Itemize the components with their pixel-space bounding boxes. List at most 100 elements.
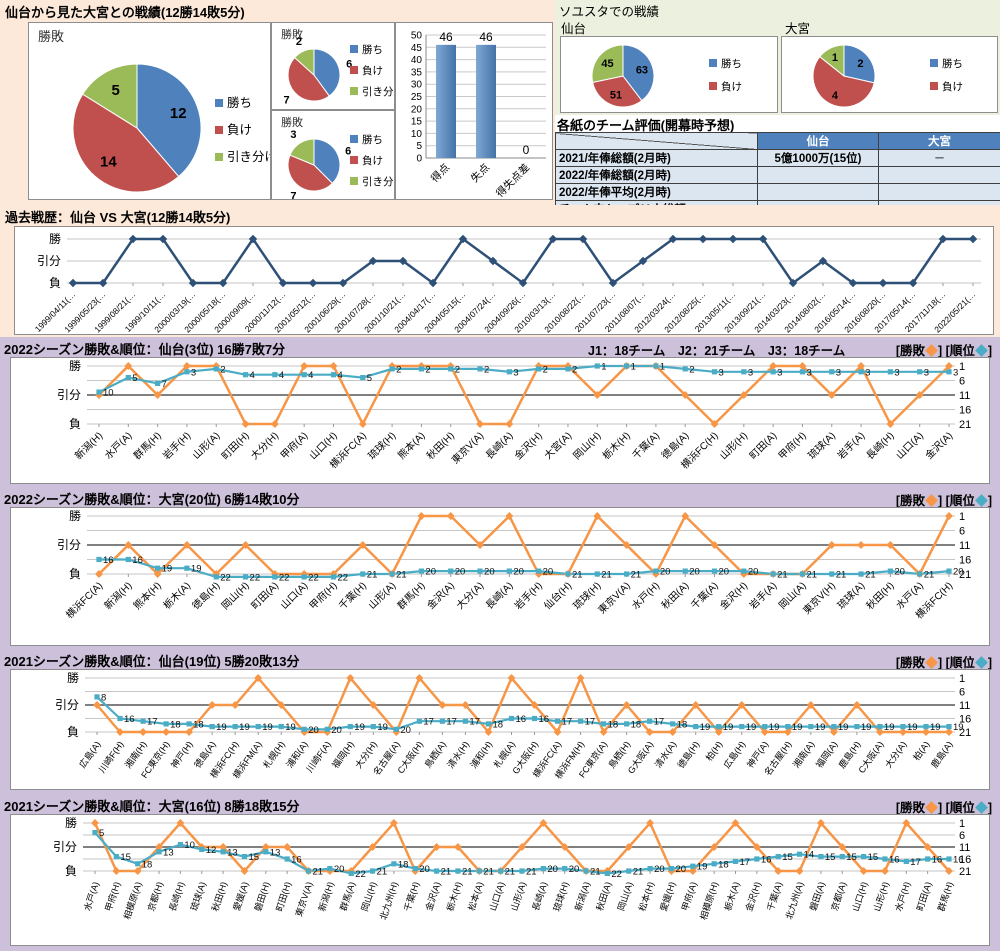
rank-point bbox=[946, 568, 952, 574]
x-axis-label: 秋田(H) bbox=[209, 880, 229, 912]
x-axis-label: 甲府(H) bbox=[775, 429, 808, 462]
rank-point bbox=[946, 724, 952, 730]
small-pie-panel-top: 勝敗 6 7 2 勝ち負け引き分け bbox=[271, 22, 395, 110]
x-axis-label: 町田(A) bbox=[748, 430, 779, 461]
rank-point bbox=[716, 724, 722, 730]
rank-point bbox=[360, 375, 366, 381]
season_2022_omiya-chart: 16111621勝引分負横浜FC(A)新潟(H)熊本(H)栃木(A)徳島(H)岡… bbox=[57, 508, 971, 622]
rank-value-label: 21 bbox=[631, 570, 642, 581]
x-axis-label: 熊本(H) bbox=[131, 579, 164, 612]
x-axis-label: 福岡(H) bbox=[329, 739, 356, 770]
rank-marker-icon bbox=[974, 494, 988, 507]
rank-point bbox=[96, 389, 102, 395]
season-header: 2022シーズン勝敗&順位：大宮(20位) 6勝14敗10分 [勝敗] [順位] bbox=[0, 487, 1000, 508]
x-axis-label: 岩手(H) bbox=[160, 429, 193, 462]
rank-value-label: 10 bbox=[184, 840, 195, 851]
rank-value-label: 4 bbox=[279, 370, 284, 381]
rank-point bbox=[242, 574, 249, 580]
rank-value-label: 21 bbox=[313, 867, 324, 878]
x-axis-label: 山形(A) bbox=[366, 580, 398, 612]
x-axis-label: 栃木(A) bbox=[722, 880, 742, 912]
rank-value-label: 13 bbox=[270, 847, 281, 858]
rank-point bbox=[278, 724, 284, 730]
rank-value-label: 16 bbox=[291, 855, 302, 866]
rank-value-label: 21 bbox=[441, 867, 452, 878]
rank-point bbox=[209, 724, 215, 730]
rank-value-label: 21 bbox=[483, 867, 494, 878]
rank-value-label: 20 bbox=[660, 567, 671, 578]
ratings-table-title: 各紙のチーム評価(開幕時予想) bbox=[557, 118, 735, 133]
rank-point bbox=[125, 556, 131, 563]
rank-point bbox=[391, 861, 397, 867]
rank-marker-icon bbox=[974, 656, 988, 669]
rank-value-label: 15 bbox=[868, 852, 879, 863]
rank-value-label: 17 bbox=[740, 857, 751, 868]
x-axis-label: 長崎(H) bbox=[166, 880, 186, 912]
rank-point bbox=[623, 571, 630, 577]
legend-label: 勝ち bbox=[362, 133, 383, 146]
rank-value-label: 21 bbox=[806, 570, 817, 581]
y-axis-tick-label: 45 bbox=[411, 43, 423, 54]
rank-point bbox=[858, 369, 864, 375]
rank-value-label: 3 bbox=[865, 367, 870, 378]
rank-value-label: 1 bbox=[601, 362, 606, 373]
x-axis-label: 仙台(H) bbox=[541, 579, 574, 612]
rank-value-label: 21 bbox=[924, 570, 935, 581]
rank-value-label: 8 bbox=[101, 692, 106, 703]
legend-label: 負け bbox=[721, 81, 742, 93]
pie-slice-勝ち bbox=[313, 138, 341, 185]
rank-value-label: 3 bbox=[777, 367, 782, 378]
x-axis-label: 大分(A) bbox=[453, 579, 486, 612]
rank-point bbox=[506, 369, 512, 375]
rank-point bbox=[762, 724, 768, 730]
season-title: 2022シーズン勝敗&順位：仙台(3位) 16勝7敗7分 bbox=[4, 342, 286, 357]
rank-point bbox=[594, 571, 600, 577]
rank-point bbox=[818, 854, 824, 860]
x-axis-label: 群馬(H) bbox=[935, 880, 955, 912]
rank-value-label: 2 bbox=[455, 364, 460, 375]
rank-point bbox=[600, 721, 607, 727]
cell-omiya: － bbox=[878, 149, 1000, 167]
y-axis-label: 負 bbox=[65, 864, 77, 878]
x-axis-label: 岩手(A) bbox=[834, 429, 867, 462]
x-axis-label: 千葉(A) bbox=[764, 880, 784, 912]
rank-value-label: 4 bbox=[337, 370, 342, 381]
rank-line bbox=[98, 364, 949, 394]
stadium-record-section: ソユスタでの戦績 仙台 大宮 63 51 45 勝ち 負け 2 4 1 勝ち 負け bbox=[555, 0, 1000, 115]
head-to-head-title: 仙台から見た大宮との戦績(12勝14敗5分) bbox=[5, 5, 245, 20]
rank-point bbox=[272, 372, 278, 378]
rank-point bbox=[96, 556, 102, 563]
rank-point bbox=[186, 721, 192, 727]
data-point bbox=[728, 234, 738, 244]
rank-point bbox=[418, 568, 425, 574]
rank-value-label: 18 bbox=[170, 719, 181, 730]
win-loss-point bbox=[795, 867, 804, 875]
rank-value-label: 21 bbox=[590, 867, 601, 878]
legend-label: 負け bbox=[362, 65, 383, 77]
x-axis-label: 鹿島(A) bbox=[928, 739, 954, 770]
row-label: 2021/年俸総額(2月時) bbox=[555, 149, 758, 167]
x-axis-label: 京都(A) bbox=[828, 880, 848, 912]
x-axis-label: 大分(A) bbox=[882, 739, 908, 770]
rank-axis-tick-label: 1 bbox=[959, 361, 965, 373]
rank-value-label: 19 bbox=[700, 722, 711, 733]
win-loss-point bbox=[886, 541, 895, 549]
rank-point bbox=[808, 724, 814, 730]
x-axis-label: 秋田(H) bbox=[863, 579, 896, 612]
cell-omiya bbox=[878, 166, 1000, 184]
rank-value-label: 5 bbox=[367, 373, 372, 384]
rank-point bbox=[305, 868, 312, 874]
x-axis-label: 大宮(A) bbox=[541, 429, 574, 462]
x-axis-label: 秋田(A) bbox=[594, 880, 614, 912]
x-axis-label: 町田(A) bbox=[915, 881, 934, 913]
rank-point bbox=[626, 868, 632, 874]
y-axis-label: 勝 bbox=[69, 358, 81, 373]
season-2022-omiya-section: 2022シーズン勝敗&順位：大宮(20位) 6勝14敗10分 [勝敗] [順位]… bbox=[0, 487, 1000, 649]
rank-value-label: 17 bbox=[585, 717, 596, 728]
rank-point bbox=[476, 868, 482, 874]
rank-point bbox=[565, 366, 571, 372]
rank-value-label: 20 bbox=[455, 567, 466, 578]
x-axis-label: 鳥栖(A) bbox=[422, 739, 448, 770]
rank-point bbox=[92, 830, 98, 836]
